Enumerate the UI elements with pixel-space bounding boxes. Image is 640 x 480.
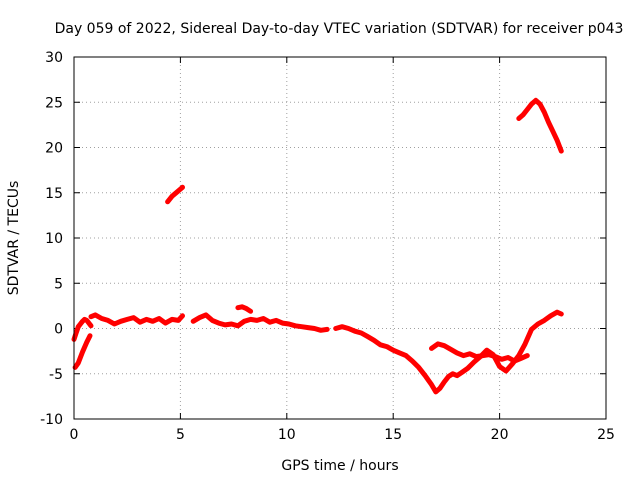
plot-frame: [73, 56, 607, 420]
y-tick-label: 30: [45, 50, 63, 66]
series-line-seg5: [190, 312, 330, 333]
series-line-seg9: [516, 97, 564, 154]
series-line-seg4: [165, 184, 185, 205]
y-tick-label: 0: [54, 322, 63, 338]
y-axis-label: SDTVAR / TECUs: [6, 181, 22, 296]
series-line-seg7: [333, 309, 564, 395]
grid-layer: [74, 57, 606, 419]
x-tick-label: 25: [597, 427, 615, 443]
tick-layer: 0 5 10 15 20 25 -10 -5 0 5 10 15 20 25 30: [40, 50, 615, 443]
series-line-seg1: [71, 316, 94, 342]
y-tick-label: 20: [45, 141, 63, 157]
series-line-seg6: [235, 304, 254, 314]
x-tick-label: 10: [278, 427, 296, 443]
x-axis-label: GPS time / hours: [281, 458, 398, 474]
series-line-seg2: [72, 333, 93, 370]
x-tick-label: 5: [176, 427, 185, 443]
chart-title: Day 059 of 2022, Sidereal Day-to-day VTE…: [55, 21, 624, 37]
y-tick-label: -10: [40, 412, 63, 428]
y-tick-label: 25: [45, 95, 63, 111]
y-tick-label: 15: [45, 186, 63, 202]
y-tick-label: 10: [45, 231, 63, 247]
y-tick-label: 5: [54, 276, 63, 292]
series-layer: [71, 97, 564, 395]
y-tick-label: -5: [49, 367, 63, 383]
series-line-seg3: [88, 312, 185, 327]
x-tick-label: 0: [70, 427, 79, 443]
x-tick-label: 20: [491, 427, 509, 443]
series-line-seg8: [429, 341, 530, 364]
x-tick-label: 15: [384, 427, 402, 443]
